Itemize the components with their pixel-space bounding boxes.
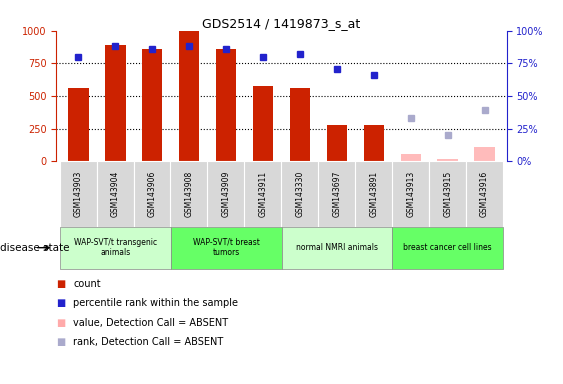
Text: GSM143916: GSM143916 — [480, 171, 489, 217]
Text: breast cancer cell lines: breast cancer cell lines — [403, 243, 492, 252]
FancyBboxPatch shape — [281, 161, 319, 227]
Text: rank, Detection Call = ABSENT: rank, Detection Call = ABSENT — [73, 337, 224, 347]
Text: GSM143891: GSM143891 — [369, 171, 378, 217]
Text: GSM143904: GSM143904 — [111, 171, 120, 217]
Text: ■: ■ — [56, 298, 65, 308]
Bar — [68, 88, 88, 161]
Bar — [253, 86, 273, 161]
Text: count: count — [73, 279, 101, 289]
FancyBboxPatch shape — [392, 227, 503, 269]
Bar — [105, 45, 126, 161]
Text: WAP-SVT/t transgenic
animals: WAP-SVT/t transgenic animals — [74, 238, 157, 257]
FancyBboxPatch shape — [60, 227, 171, 269]
Bar — [290, 88, 310, 161]
FancyBboxPatch shape — [60, 161, 97, 227]
FancyBboxPatch shape — [207, 161, 245, 227]
FancyBboxPatch shape — [171, 161, 208, 227]
Text: GSM143911: GSM143911 — [258, 171, 267, 217]
Bar — [142, 49, 163, 161]
Bar — [400, 154, 421, 161]
Bar — [327, 126, 347, 161]
Text: ■: ■ — [56, 337, 65, 347]
Text: disease state: disease state — [0, 243, 69, 253]
Text: ■: ■ — [56, 318, 65, 328]
FancyBboxPatch shape — [244, 161, 282, 227]
FancyBboxPatch shape — [429, 161, 466, 227]
Title: GDS2514 / 1419873_s_at: GDS2514 / 1419873_s_at — [202, 17, 361, 30]
Text: GSM143906: GSM143906 — [148, 171, 157, 217]
Bar — [437, 159, 458, 161]
FancyBboxPatch shape — [355, 161, 392, 227]
FancyBboxPatch shape — [466, 161, 503, 227]
Text: GSM143903: GSM143903 — [74, 171, 83, 217]
FancyBboxPatch shape — [282, 227, 392, 269]
Text: normal NMRI animals: normal NMRI animals — [296, 243, 378, 252]
Text: GSM143697: GSM143697 — [332, 171, 341, 217]
Text: GSM143915: GSM143915 — [443, 171, 452, 217]
Text: percentile rank within the sample: percentile rank within the sample — [73, 298, 238, 308]
FancyBboxPatch shape — [97, 161, 134, 227]
Text: ■: ■ — [56, 279, 65, 289]
Bar — [179, 31, 199, 161]
Text: WAP-SVT/t breast
tumors: WAP-SVT/t breast tumors — [193, 238, 260, 257]
Text: GSM143908: GSM143908 — [185, 171, 194, 217]
Bar — [364, 125, 384, 161]
FancyBboxPatch shape — [133, 161, 171, 227]
Bar — [216, 49, 236, 161]
FancyBboxPatch shape — [392, 161, 430, 227]
Text: GSM143330: GSM143330 — [296, 171, 305, 217]
Text: GSM143913: GSM143913 — [406, 171, 415, 217]
FancyBboxPatch shape — [318, 161, 356, 227]
Text: GSM143909: GSM143909 — [222, 171, 231, 217]
Text: value, Detection Call = ABSENT: value, Detection Call = ABSENT — [73, 318, 229, 328]
FancyBboxPatch shape — [171, 227, 282, 269]
Bar — [475, 147, 495, 161]
